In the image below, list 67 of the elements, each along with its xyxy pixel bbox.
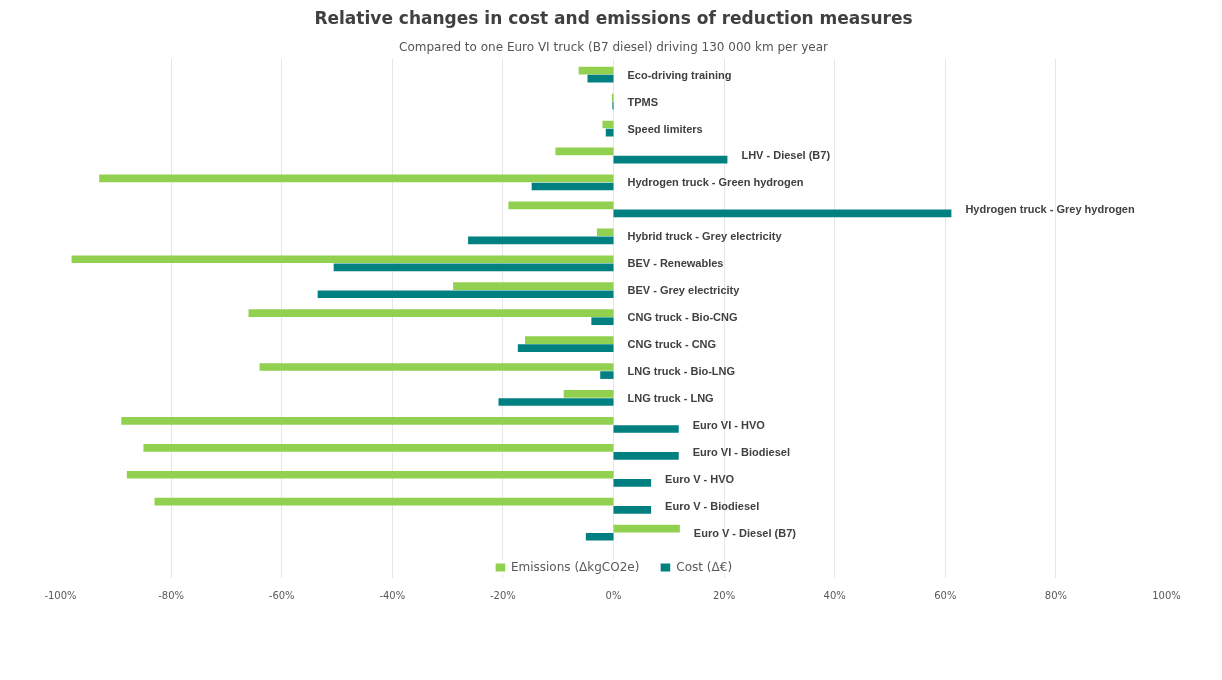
bar — [613, 479, 652, 487]
y-tick-label: BEV - Renewables — [627, 257, 724, 270]
x-tick-label: -100% — [44, 589, 77, 601]
y-tick-label: TPMS — [627, 95, 659, 108]
x-tick-label: 100% — [1152, 589, 1181, 601]
bar — [613, 524, 680, 533]
bar — [154, 497, 614, 506]
bar — [600, 371, 614, 379]
x-tick-label: -60% — [268, 589, 295, 601]
bar — [596, 228, 614, 237]
bar — [613, 505, 652, 514]
chart-subtitle: Compared to one Euro VI truck (B7 diesel) driving 130 000 km per year — [399, 39, 829, 54]
x-tick-label: 80% — [1044, 589, 1068, 601]
y-tick-label: Euro V - Diesel (B7) — [693, 526, 797, 539]
x-tick-label: -20% — [489, 589, 516, 601]
bar — [517, 344, 614, 352]
bar — [613, 425, 679, 433]
bar — [605, 128, 614, 137]
x-tick-label: -80% — [158, 589, 185, 601]
bar — [121, 417, 614, 425]
bar — [531, 182, 614, 191]
bar — [317, 290, 614, 299]
x-tick-label: 20% — [712, 589, 736, 601]
bar — [468, 236, 614, 245]
bar — [71, 255, 614, 264]
y-tick-label: Euro V - Biodiesel — [665, 499, 760, 512]
bar — [613, 209, 952, 218]
bar — [508, 201, 614, 210]
bar — [555, 147, 614, 156]
y-tick-label: Hydrogen truck - Grey hydrogen — [965, 203, 1135, 216]
y-tick-label: CNG truck - CNG — [627, 338, 717, 351]
chart-title: Relative changes in cost and emissions of reduction measures — [314, 7, 913, 28]
bar — [525, 336, 614, 344]
bar — [602, 120, 614, 129]
x-tick-label: 40% — [823, 589, 846, 601]
y-tick-label: LHV - Diesel (B7) — [741, 149, 831, 162]
bar — [578, 66, 614, 75]
bar — [591, 317, 614, 326]
bar — [259, 363, 614, 371]
y-tick-label: LNG truck - LNG — [627, 391, 714, 404]
y-tick-label: Hydrogen truck - Green hydrogen — [627, 176, 804, 189]
legend-label: Emissions (ΔkgCO2e) — [510, 560, 640, 574]
bar — [453, 282, 614, 291]
x-tick-label: 0% — [605, 589, 622, 601]
y-tick-label: Euro V - HVO — [665, 472, 735, 485]
legend-label: Cost (Δ€) — [676, 560, 733, 574]
bar — [563, 390, 614, 398]
bar — [613, 155, 728, 164]
bar — [143, 443, 614, 452]
bar — [99, 174, 614, 183]
y-tick-label: BEV - Grey electricity — [627, 284, 741, 297]
y-tick-label: CNG truck - Bio-CNG — [627, 311, 738, 324]
y-tick-label: LNG truck - Bio-LNG — [627, 365, 736, 378]
bar — [126, 470, 614, 479]
y-tick-label: Hybrid truck - Grey electricity — [627, 230, 783, 243]
bar — [498, 398, 614, 406]
bar — [333, 263, 614, 272]
bar — [587, 74, 614, 83]
x-tick-label: -40% — [379, 589, 406, 601]
y-tick-label: Eco-driving training — [627, 68, 732, 81]
bar — [585, 532, 614, 541]
y-tick-label: Euro VI - Biodiesel — [692, 445, 790, 458]
y-tick-label: Speed limiters — [627, 122, 703, 135]
x-tick-label: 60% — [934, 589, 957, 601]
y-tick-label: Euro VI - HVO — [692, 418, 766, 431]
bar — [248, 309, 614, 317]
bar — [613, 452, 679, 460]
